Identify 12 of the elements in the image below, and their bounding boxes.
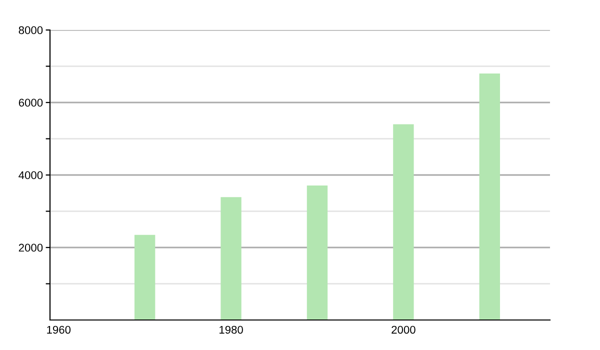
bar bbox=[134, 234, 156, 320]
y-tick-label: 4000 bbox=[18, 171, 43, 180]
bar bbox=[479, 74, 500, 320]
x-tick-label: 1960 bbox=[47, 326, 71, 334]
y-tick-label: 6000 bbox=[18, 98, 43, 107]
bar bbox=[220, 197, 242, 320]
bar bbox=[306, 186, 328, 320]
x-tick-label: 2000 bbox=[392, 326, 416, 334]
y-tick-label: 2000 bbox=[18, 244, 43, 252]
x-tick-label: 1980 bbox=[220, 326, 243, 334]
bar bbox=[393, 124, 414, 320]
y-tick-label: 8000 bbox=[18, 26, 43, 34]
